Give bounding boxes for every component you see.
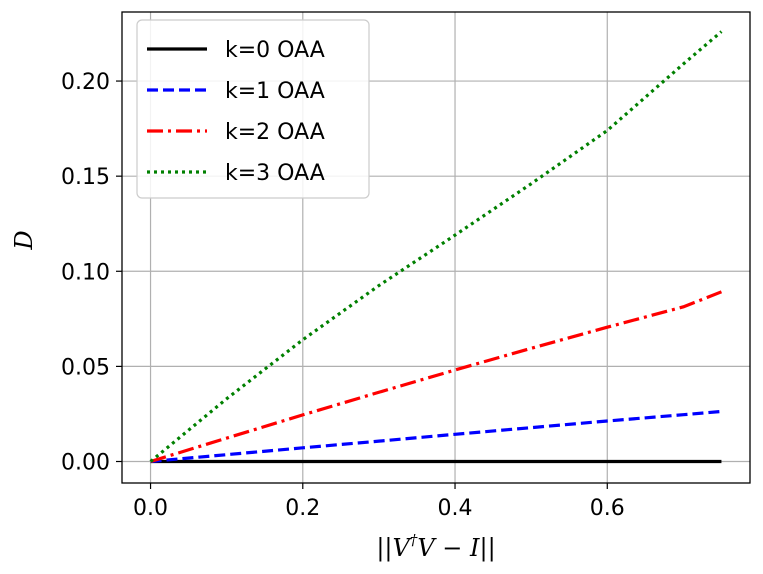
legend-box [136,19,370,199]
y-tick-label: 0.00 [61,451,110,476]
y-tick-label: 0.10 [61,260,110,285]
y-tick-label: 0.20 [61,70,110,95]
x-tick-label: 0.4 [438,496,473,521]
x-tick-label: 0.0 [133,496,168,521]
legend-label-k1: k=1 OAA [225,79,325,104]
y-tick-label: 0.05 [61,355,110,380]
legend: k=0 OAA k=1 OAA k=2 OAA k=3 OAA [136,19,370,199]
series-lines [149,30,723,464]
series-line-k2 [150,290,723,464]
x-tick-label: 0.6 [590,496,625,521]
x-axis-label-dagger: † [410,531,418,549]
x-axis-label-part-2: V − I|| [417,534,495,563]
legend-label-k2: k=2 OAA [225,120,325,145]
plot-frame [121,11,751,484]
y-axis-label: D [10,230,38,250]
legend-label-k0: k=0 OAA [225,38,325,63]
series-line-k1 [150,409,722,464]
axis-ticks: 0.0 0.2 0.4 0.6 0.00 0.05 0.10 0.15 0.20 [61,70,625,521]
x-tick-label: 0.2 [285,496,320,521]
x-axis-label: ||V†V − I|| [376,531,495,563]
legend-label-k3: k=3 OAA [225,161,325,186]
series-line-k3 [149,30,723,463]
y-tick-label: 0.15 [61,165,110,190]
x-axis-label-part-1: ||V [376,534,412,563]
